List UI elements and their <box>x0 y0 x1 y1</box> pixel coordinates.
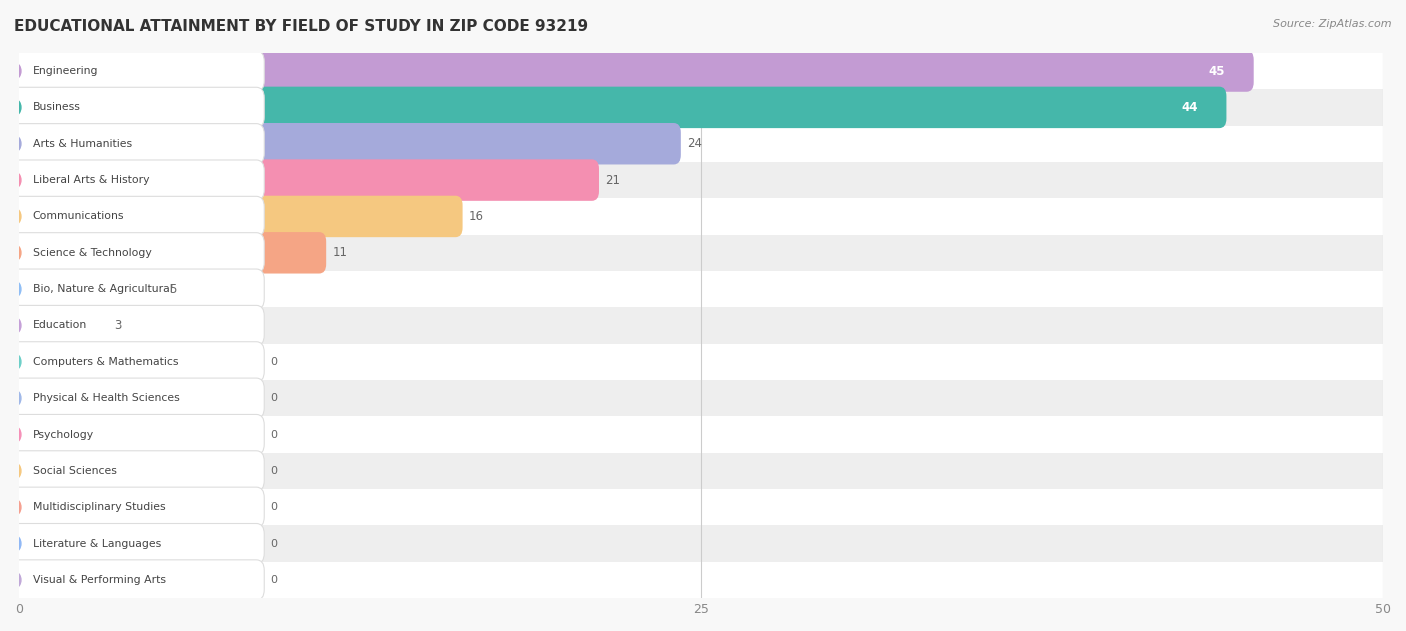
Text: Science & Technology: Science & Technology <box>32 248 152 258</box>
Circle shape <box>8 208 21 225</box>
FancyBboxPatch shape <box>3 233 264 273</box>
FancyBboxPatch shape <box>3 196 264 237</box>
Text: 21: 21 <box>606 174 620 187</box>
FancyBboxPatch shape <box>3 342 264 382</box>
Bar <box>20 416 1384 452</box>
Text: Psychology: Psychology <box>32 430 94 440</box>
FancyBboxPatch shape <box>11 341 48 382</box>
FancyBboxPatch shape <box>11 196 463 237</box>
Text: Source: ZipAtlas.com: Source: ZipAtlas.com <box>1274 19 1392 29</box>
FancyBboxPatch shape <box>11 123 681 165</box>
FancyBboxPatch shape <box>3 87 264 127</box>
FancyBboxPatch shape <box>11 50 1254 91</box>
Bar <box>20 198 1384 235</box>
Circle shape <box>8 354 21 370</box>
Text: EDUCATIONAL ATTAINMENT BY FIELD OF STUDY IN ZIP CODE 93219: EDUCATIONAL ATTAINMENT BY FIELD OF STUDY… <box>14 19 588 34</box>
FancyBboxPatch shape <box>11 160 599 201</box>
Bar <box>20 380 1384 416</box>
FancyBboxPatch shape <box>3 51 264 91</box>
Text: 45: 45 <box>1208 64 1225 78</box>
Bar <box>20 526 1384 562</box>
FancyBboxPatch shape <box>11 450 48 492</box>
FancyBboxPatch shape <box>3 160 264 200</box>
Text: Physical & Health Sciences: Physical & Health Sciences <box>32 393 180 403</box>
Circle shape <box>8 463 21 479</box>
Text: 0: 0 <box>270 466 277 476</box>
Circle shape <box>8 136 21 152</box>
Text: 0: 0 <box>270 502 277 512</box>
FancyBboxPatch shape <box>11 305 108 346</box>
Bar <box>20 162 1384 198</box>
FancyBboxPatch shape <box>3 415 264 455</box>
FancyBboxPatch shape <box>3 524 264 563</box>
Circle shape <box>8 572 21 588</box>
Text: 11: 11 <box>333 246 347 259</box>
FancyBboxPatch shape <box>11 559 48 601</box>
Text: Arts & Humanities: Arts & Humanities <box>32 139 132 149</box>
Circle shape <box>8 499 21 516</box>
FancyBboxPatch shape <box>3 451 264 491</box>
Text: 44: 44 <box>1181 101 1198 114</box>
Bar <box>20 235 1384 271</box>
Text: Education: Education <box>32 321 87 331</box>
Circle shape <box>8 427 21 442</box>
Text: 0: 0 <box>270 393 277 403</box>
FancyBboxPatch shape <box>3 305 264 346</box>
Text: 0: 0 <box>270 357 277 367</box>
Text: 5: 5 <box>169 283 176 296</box>
Circle shape <box>8 317 21 334</box>
Circle shape <box>8 536 21 551</box>
FancyBboxPatch shape <box>3 560 264 600</box>
Bar <box>20 344 1384 380</box>
Circle shape <box>8 390 21 406</box>
FancyBboxPatch shape <box>11 523 48 564</box>
FancyBboxPatch shape <box>3 124 264 164</box>
Bar <box>20 89 1384 126</box>
Bar <box>20 53 1384 89</box>
FancyBboxPatch shape <box>11 268 163 310</box>
FancyBboxPatch shape <box>3 487 264 528</box>
Circle shape <box>8 245 21 261</box>
Text: Communications: Communications <box>32 211 124 221</box>
Bar <box>20 452 1384 489</box>
Text: 24: 24 <box>688 137 703 150</box>
Text: Visual & Performing Arts: Visual & Performing Arts <box>32 575 166 585</box>
Text: Computers & Mathematics: Computers & Mathematics <box>32 357 179 367</box>
Text: 0: 0 <box>270 430 277 440</box>
Bar <box>20 562 1384 598</box>
FancyBboxPatch shape <box>11 232 326 273</box>
Circle shape <box>8 99 21 115</box>
Circle shape <box>8 63 21 79</box>
Text: Social Sciences: Social Sciences <box>32 466 117 476</box>
Text: 3: 3 <box>114 319 122 332</box>
Text: Multidisciplinary Studies: Multidisciplinary Studies <box>32 502 166 512</box>
Text: Business: Business <box>32 102 80 112</box>
FancyBboxPatch shape <box>3 378 264 418</box>
Text: Liberal Arts & History: Liberal Arts & History <box>32 175 149 185</box>
FancyBboxPatch shape <box>11 414 48 456</box>
FancyBboxPatch shape <box>11 487 48 528</box>
Text: Bio, Nature & Agricultural: Bio, Nature & Agricultural <box>32 284 173 294</box>
Bar <box>20 271 1384 307</box>
Text: 0: 0 <box>270 539 277 548</box>
FancyBboxPatch shape <box>11 86 1226 128</box>
Text: 0: 0 <box>270 575 277 585</box>
FancyBboxPatch shape <box>11 377 48 419</box>
Text: Engineering: Engineering <box>32 66 98 76</box>
Text: Literature & Languages: Literature & Languages <box>32 539 160 548</box>
Text: 16: 16 <box>470 210 484 223</box>
Circle shape <box>8 281 21 297</box>
Circle shape <box>8 172 21 188</box>
Bar <box>20 126 1384 162</box>
Bar <box>20 489 1384 526</box>
FancyBboxPatch shape <box>3 269 264 309</box>
Bar <box>20 307 1384 344</box>
